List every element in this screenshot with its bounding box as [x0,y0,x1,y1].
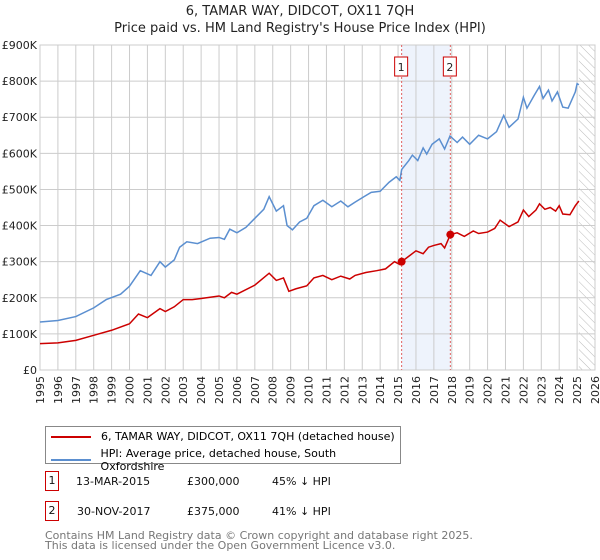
transaction-date: 30-NOV-2017 [77,505,151,518]
y-tick-label: £400K [2,220,38,233]
x-tick-label: 1998 [88,376,101,404]
x-tick-label: 2001 [141,376,154,404]
chart-title: 6, TAMAR WAY, DIDCOT, OX11 7QH [185,4,415,19]
x-tick-label: 2004 [195,376,208,404]
x-tick-label: 2003 [177,376,190,404]
sale-point [446,230,455,239]
marker-badge: 1 [45,471,59,491]
hpi-line [39,82,580,323]
transaction-date: 13-MAR-2015 [76,475,151,488]
marker-badge: 2 [45,501,59,521]
property-price-line [39,200,580,345]
x-tick-label: 2011 [320,376,333,404]
marker-label: 2 [446,61,453,74]
blue-line-swatch [51,459,91,461]
transaction-price: £300,000 [187,475,240,488]
legend: 6, TAMAR WAY, DIDCOT, OX11 7QH (detached… [45,426,401,473]
x-tick-label: 2022 [517,376,530,404]
y-tick-label: £700K [2,111,38,124]
x-tick-label: 1999 [106,376,119,404]
x-tick-label: 2005 [213,376,226,404]
footer-licence: This data is licensed under the Open Gov… [45,539,396,552]
x-tick-label: 2010 [303,376,316,404]
x-tick-label: 2021 [499,376,512,404]
x-tick-label: 2013 [356,376,369,404]
x-tick-label: 2017 [428,376,441,404]
x-tick-label: 2024 [553,376,566,404]
x-tick-label: 2018 [446,376,459,404]
shaded-period [401,45,451,370]
transaction-hpi: 45% ↓ HPI [272,475,331,488]
x-tick-label: 2008 [267,376,280,404]
x-tick-label: 2000 [124,376,137,404]
y-tick-label: £900K [2,39,38,52]
legend-item-property: 6, TAMAR WAY, DIDCOT, OX11 7QH (detached… [51,430,395,443]
legend-label: HPI: Average price, detached house, Sout… [100,447,337,473]
x-tick-label: 2020 [482,376,495,404]
plot-area [39,44,596,371]
y-tick-label: £500K [2,183,38,196]
y-tick-label: £100K [2,328,38,341]
y-tick-label: £200K [2,292,38,305]
x-tick-label: 1995 [34,376,47,404]
red-line-swatch [51,435,91,438]
x-tick-label: 1997 [70,376,83,404]
marker-label-box [442,56,457,77]
y-tick-label: £600K [2,147,38,160]
legend-label: 6, TAMAR WAY, DIDCOT, OX11 7QH (detached… [101,430,395,443]
price-chart: 1995 1996 1997 1998 1999 2000 2001 2002 2003 2004… [2,39,600,404]
x-tick-label: 2012 [338,376,351,404]
y-tick-label: £0 [23,364,37,377]
x-tick-label: 2002 [159,376,172,404]
marker-label-box [394,56,409,77]
forecast-hatch [578,45,595,370]
transaction-price: £375,000 [187,505,240,518]
x-tick-label: 2014 [374,376,387,404]
y-tick-label: £800K [2,75,38,88]
sale-point [397,257,406,266]
x-tick-label: 2026 [589,376,600,404]
footer-copyright: Contains HM Land Registry data © Crown c… [45,529,473,542]
y-tick-label: £300K [2,256,38,269]
x-tick-label: 1996 [52,376,65,404]
legend-item-hpi: HPI: Average price, detached house, Sout… [51,447,400,473]
chart-subtitle: Price paid vs. HM Land Registry's House … [114,21,486,36]
x-tick-label: 2015 [392,376,405,404]
x-tick-label: 2006 [231,376,244,404]
x-tick-label: 2023 [535,376,548,404]
x-tick-label: 2025 [571,376,584,404]
marker-label: 1 [398,61,405,74]
x-tick-label: 2019 [464,376,477,404]
transaction-hpi: 41% ↓ HPI [272,505,331,518]
x-tick-label: 2009 [285,376,298,404]
x-tick-label: 2007 [249,376,262,404]
x-tick-label: 2016 [410,376,423,404]
footer: Contains HM Land Registry data © Crown c… [45,529,473,552]
